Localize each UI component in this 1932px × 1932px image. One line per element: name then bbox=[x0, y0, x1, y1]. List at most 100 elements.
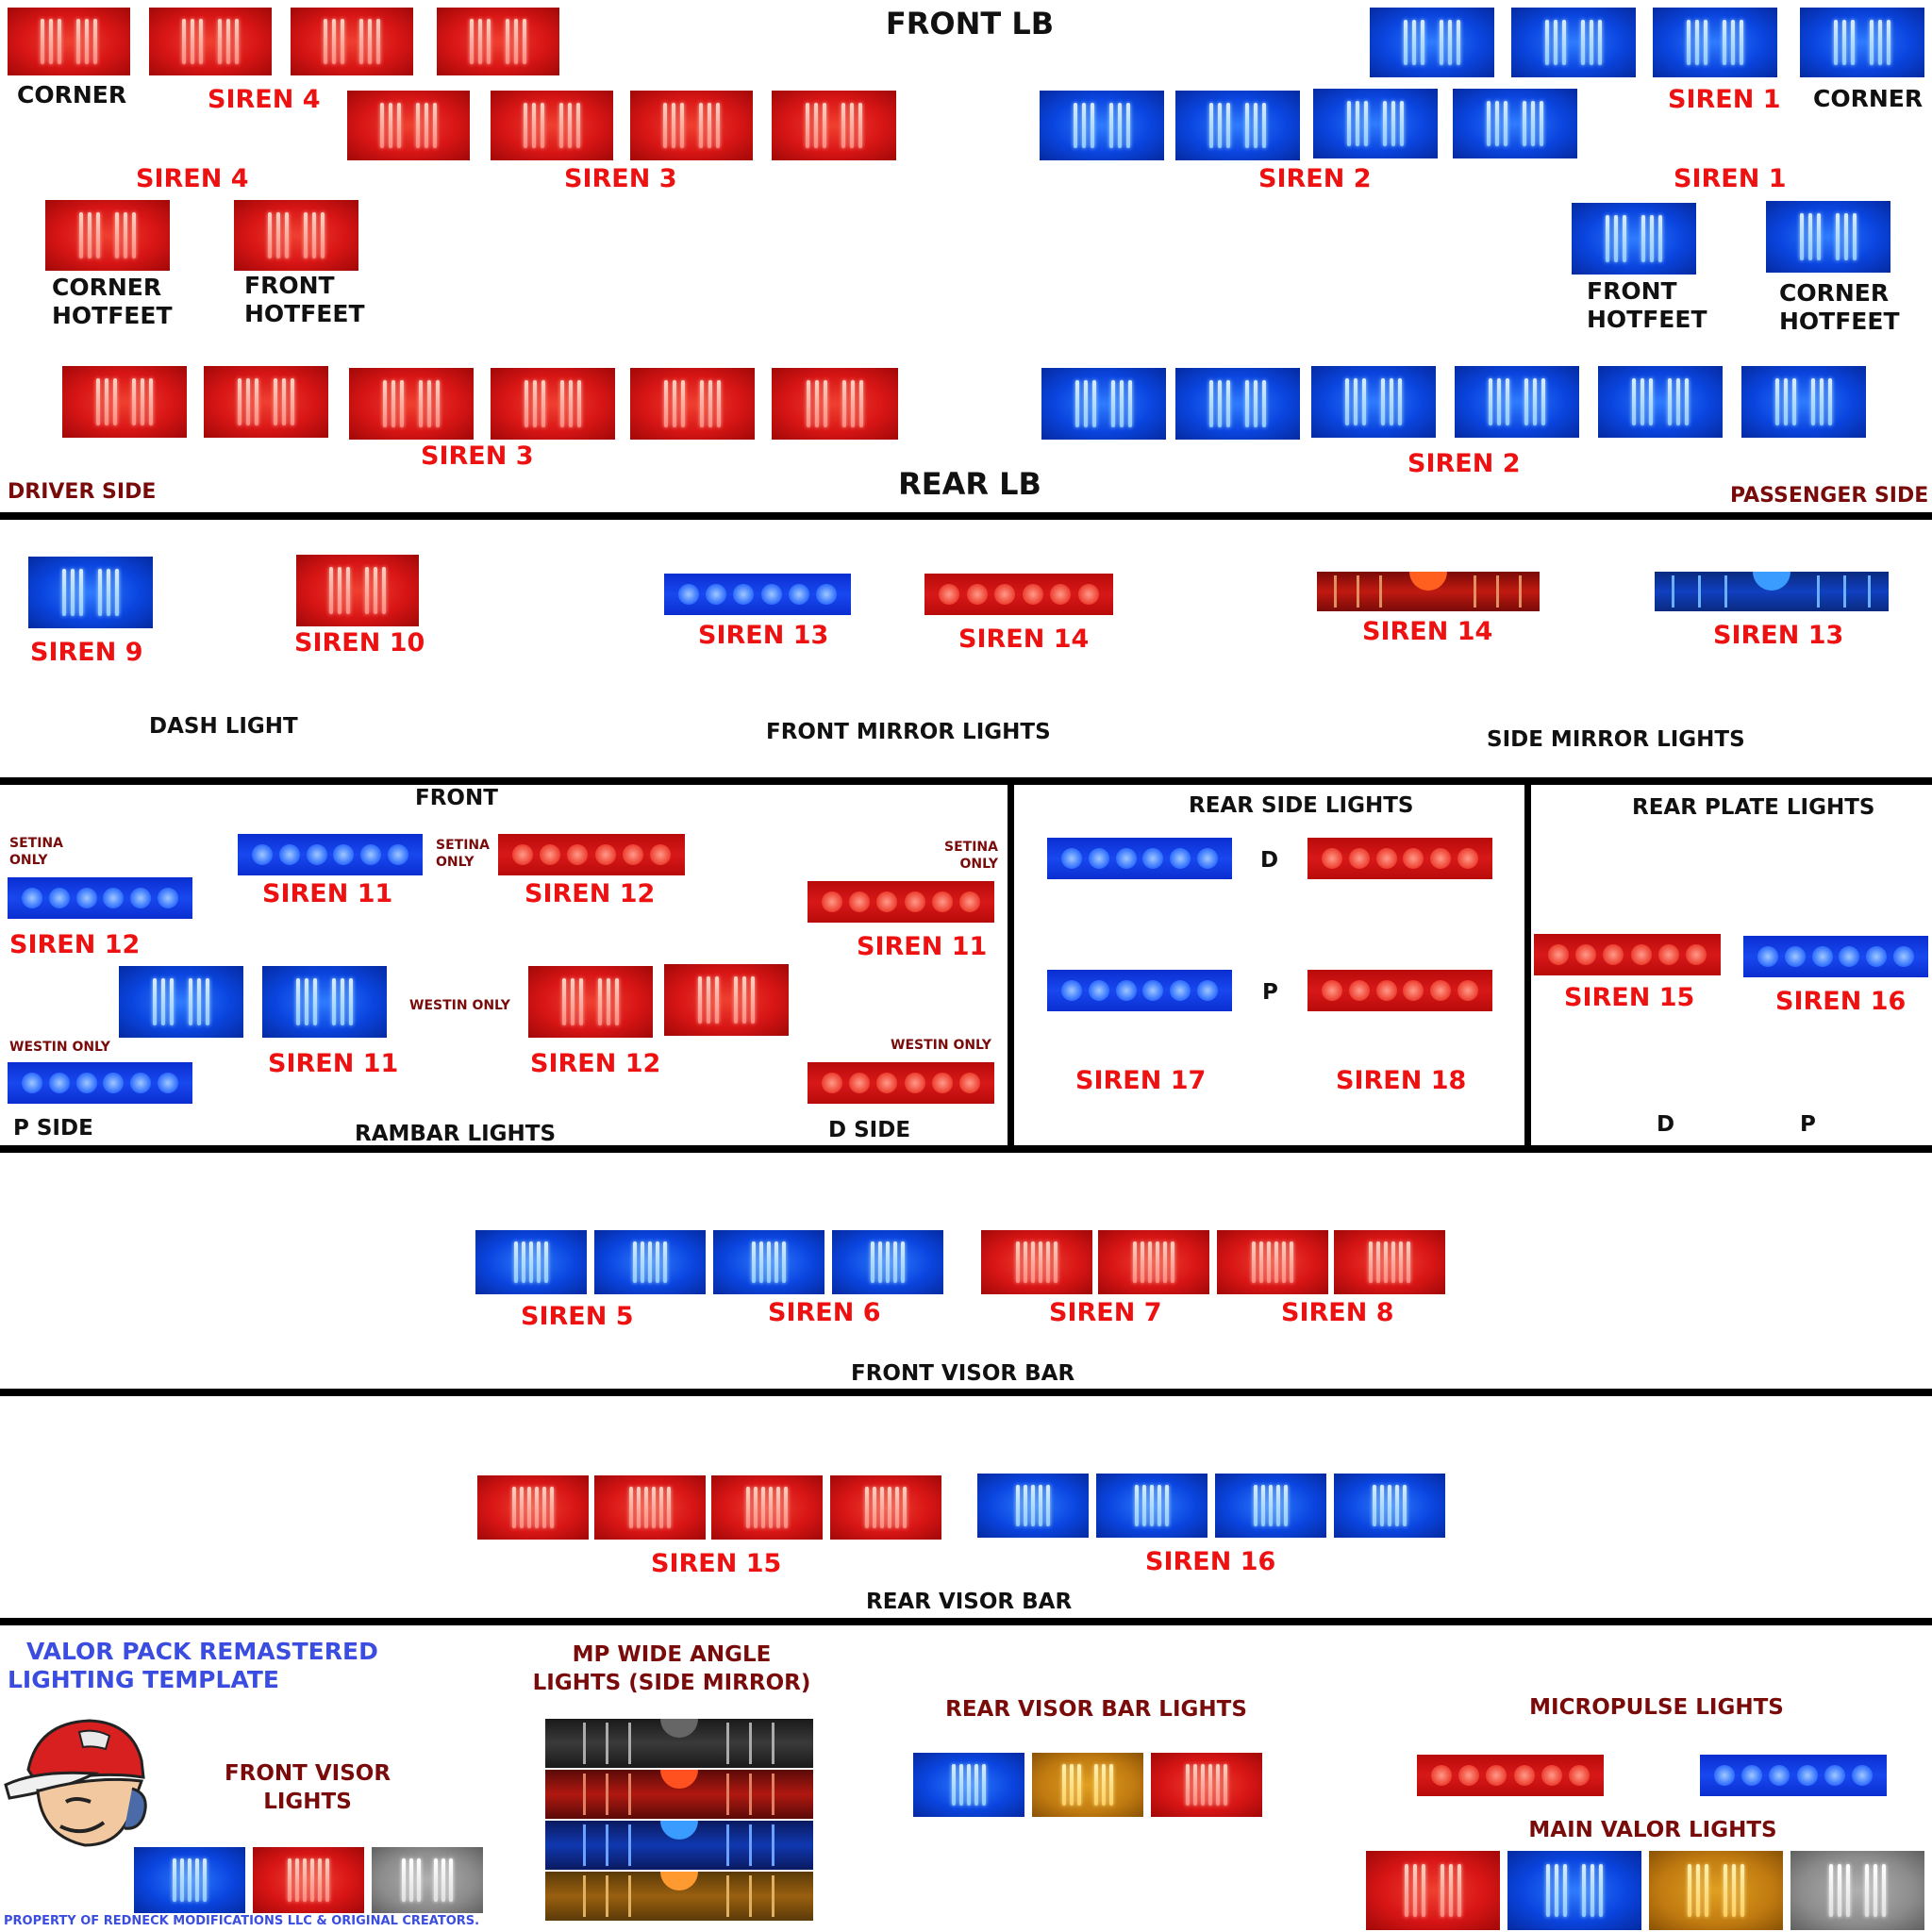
label-siren10: SIREN 10 bbox=[294, 628, 425, 658]
light-siren1-c bbox=[1653, 8, 1777, 77]
light-siren4-c bbox=[437, 8, 559, 75]
label-siren1-b: SIREN 1 bbox=[1674, 164, 1787, 193]
light-corner-hotfeet-left bbox=[45, 200, 170, 271]
label-siren17: SIREN 17 bbox=[1075, 1066, 1207, 1095]
light-siren13-side-mirror bbox=[1655, 572, 1889, 611]
label-front-visor-lights-1: FRONT VISOR bbox=[224, 1761, 391, 1786]
swatch-main-valor-amber bbox=[1649, 1851, 1783, 1930]
label-rambar-siren11-a: SIREN 11 bbox=[262, 879, 393, 908]
light-corner-right bbox=[1800, 8, 1924, 77]
label-mp-wide-1: MP WIDE ANGLE bbox=[572, 1642, 772, 1667]
light-siren7-a bbox=[981, 1230, 1092, 1294]
light-siren2-d bbox=[1453, 89, 1577, 158]
light-siren3-a bbox=[347, 91, 470, 160]
light-rear-side-siren18-d bbox=[1307, 838, 1492, 879]
light-rear-siren2-a bbox=[1041, 368, 1166, 440]
label-main-valor-lights: MAIN VALOR LIGHTS bbox=[1528, 1818, 1777, 1842]
light-siren5-b bbox=[594, 1230, 706, 1294]
swatch-main-valor-red bbox=[1366, 1851, 1500, 1930]
label-front-visor-bar: FRONT VISOR BAR bbox=[851, 1361, 1075, 1386]
light-siren14-side-mirror bbox=[1317, 572, 1540, 611]
label-rear-siren3: SIREN 3 bbox=[421, 441, 534, 471]
light-rear-siren2-b bbox=[1175, 368, 1300, 440]
light-siren5-a bbox=[475, 1230, 587, 1294]
swatch-rear-visor-amber bbox=[1032, 1753, 1143, 1817]
light-rear-siren3-b bbox=[204, 366, 328, 438]
light-rear-siren3-c bbox=[349, 368, 474, 440]
label-dash-light: DASH LIGHT bbox=[149, 714, 298, 739]
label-rear-siren2: SIREN 2 bbox=[1407, 449, 1521, 478]
label-rear-visor-siren15: SIREN 15 bbox=[651, 1549, 782, 1578]
light-siren4-a bbox=[149, 8, 272, 75]
label-siren8: SIREN 8 bbox=[1281, 1298, 1394, 1327]
label-micropulse-lights: MICROPULSE LIGHTS bbox=[1529, 1695, 1784, 1720]
swatch-mp-wide-grey bbox=[545, 1719, 813, 1768]
label-siren3-a: SIREN 3 bbox=[564, 164, 677, 193]
label-corner-hotfeet-right-2: HOTFEET bbox=[1779, 308, 1900, 335]
light-rambar-siren11-red bbox=[808, 881, 994, 923]
divider-rambar-rearside bbox=[1008, 781, 1014, 1149]
label-corner-hotfeet-left-1: CORNER bbox=[52, 274, 162, 301]
front-lb-title: FRONT LB bbox=[885, 6, 1055, 42]
label-passenger-side: PASSENGER SIDE bbox=[1730, 484, 1929, 508]
light-siren8-a bbox=[1217, 1230, 1328, 1294]
label-westin-only-a: WESTIN ONLY bbox=[409, 998, 510, 1013]
light-rear-side-siren17-p bbox=[1047, 970, 1232, 1011]
light-rear-siren2-e bbox=[1598, 366, 1723, 438]
label-siren2-a: SIREN 2 bbox=[1258, 164, 1372, 193]
light-front-hotfeet-right bbox=[1572, 203, 1696, 275]
label-siren4-a: SIREN 4 bbox=[208, 85, 321, 114]
light-rear-siren15-b bbox=[594, 1475, 706, 1540]
label-siren13-b: SIREN 13 bbox=[1713, 621, 1844, 650]
label-mp-wide-2: LIGHTS (SIDE MIRROR) bbox=[532, 1671, 811, 1695]
label-rambar-siren12-c: SIREN 12 bbox=[530, 1049, 661, 1078]
light-rear-siren2-d bbox=[1455, 366, 1579, 438]
light-rear-side-siren18-p bbox=[1307, 970, 1492, 1011]
light-rear-plate-siren16 bbox=[1743, 936, 1928, 977]
label-rear-visor-bar-lights: REAR VISOR BAR LIGHTS bbox=[945, 1697, 1247, 1722]
label-rear-plate-d: D bbox=[1657, 1112, 1675, 1137]
swatch-mp-wide-blue bbox=[545, 1821, 813, 1870]
label-rambar-siren11-c: SIREN 11 bbox=[268, 1049, 399, 1078]
separator-rear-lb bbox=[0, 512, 1932, 520]
light-siren4-b bbox=[291, 8, 413, 75]
label-corner-left: CORNER bbox=[17, 81, 127, 108]
light-rambar-siren12-blue-b bbox=[8, 1062, 192, 1104]
label-rambar-front: FRONT bbox=[415, 786, 498, 810]
label-setina-only-c: SETINA ONLY bbox=[944, 840, 998, 872]
light-rear-siren16-a bbox=[977, 1474, 1089, 1538]
light-rambar-siren12-b bbox=[528, 966, 653, 1038]
label-rear-plate-lights: REAR PLATE LIGHTS bbox=[1632, 795, 1875, 820]
light-rear-siren2-f bbox=[1741, 366, 1866, 438]
swatch-micropulse-red bbox=[1417, 1755, 1604, 1796]
light-siren6-b bbox=[832, 1230, 943, 1294]
label-siren9: SIREN 9 bbox=[30, 638, 143, 667]
mascot-logo-icon bbox=[4, 1719, 147, 1847]
light-siren2-b bbox=[1175, 91, 1300, 160]
light-rambar-siren11-red-b bbox=[808, 1062, 994, 1104]
light-rambar-siren12-c bbox=[664, 964, 789, 1036]
label-setina-only-b: SETINA ONLY bbox=[436, 838, 490, 870]
label-siren7: SIREN 7 bbox=[1049, 1298, 1162, 1327]
label-d-side: D SIDE bbox=[828, 1118, 911, 1142]
label-westin-only-b: WESTIN ONLY bbox=[9, 1040, 110, 1055]
light-siren1-b bbox=[1511, 8, 1636, 77]
light-rambar-siren12-a bbox=[498, 834, 685, 875]
label-rear-plate-p: P bbox=[1800, 1112, 1816, 1137]
light-rambar-siren11-b bbox=[119, 966, 243, 1038]
light-front-hotfeet-left bbox=[234, 200, 358, 271]
label-siren14-b: SIREN 14 bbox=[1362, 617, 1493, 646]
swatch-micropulse-blue bbox=[1700, 1755, 1887, 1796]
template-title-line2: LIGHTING TEMPLATE bbox=[8, 1666, 279, 1693]
swatch-rear-visor-red bbox=[1151, 1753, 1262, 1817]
label-rear-side-lights: REAR SIDE LIGHTS bbox=[1189, 793, 1414, 818]
label-front-mirror-lights: FRONT MIRROR LIGHTS bbox=[766, 720, 1051, 744]
label-front-hotfeet-left-2: HOTFEET bbox=[244, 300, 365, 327]
label-rambar-siren12-b: SIREN 12 bbox=[525, 879, 656, 908]
divider-rearside-plate bbox=[1524, 781, 1531, 1149]
rear-lb-title: REAR LB bbox=[898, 466, 1041, 502]
light-siren3-b bbox=[491, 91, 613, 160]
label-corner-hotfeet-left-2: HOTFEET bbox=[52, 302, 173, 329]
separator-dash bbox=[0, 777, 1932, 785]
light-siren14-front-mirror bbox=[924, 574, 1113, 615]
